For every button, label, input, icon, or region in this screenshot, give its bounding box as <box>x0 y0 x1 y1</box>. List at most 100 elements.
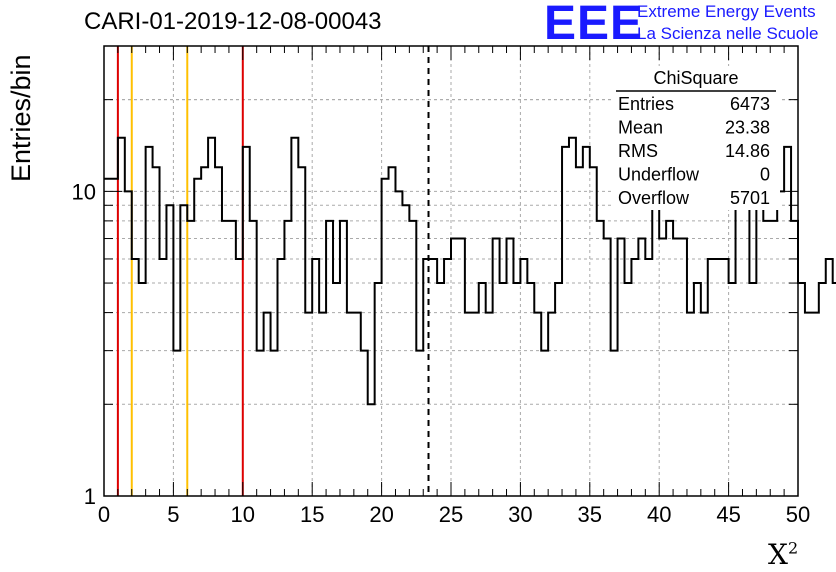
histogram-bin <box>548 313 555 496</box>
x-tick-label: 50 <box>786 502 810 527</box>
histogram-bin <box>402 205 409 496</box>
histogram-bin <box>486 313 493 496</box>
histogram-bin <box>305 313 312 496</box>
histogram-bin <box>451 239 458 496</box>
histogram-bin <box>430 259 437 496</box>
histogram-bin <box>472 313 479 496</box>
histogram-bin <box>354 313 361 496</box>
stats-box-background <box>612 66 780 210</box>
eee-logo-line2: La Scienza nelle Scuole <box>637 24 819 43</box>
histogram-bin <box>715 259 722 496</box>
histogram-bin <box>694 283 701 496</box>
stats-box-title: ChiSquare <box>653 68 738 88</box>
histogram-bin <box>604 239 611 496</box>
histogram-bin <box>257 351 264 496</box>
histogram-bin <box>513 283 520 496</box>
x-tick-label: 0 <box>98 502 110 527</box>
histogram-bin <box>465 313 472 496</box>
x-tick-label: 20 <box>369 502 393 527</box>
histogram-bin <box>243 147 250 496</box>
histogram-bin <box>659 239 666 496</box>
histogram-bin <box>798 283 805 496</box>
x-tick-label: 35 <box>578 502 602 527</box>
y-tick-label: 10 <box>72 179 96 204</box>
histogram-bin <box>271 351 278 496</box>
histogram-bin <box>458 239 465 496</box>
x-tick-label: 25 <box>439 502 463 527</box>
histogram-bin <box>264 313 271 496</box>
histogram-bin <box>645 259 652 496</box>
stats-row-value: 6473 <box>730 94 770 114</box>
histogram-bin <box>652 205 659 496</box>
histogram-bin <box>444 259 451 496</box>
histogram-bin <box>493 239 500 496</box>
x-tick-label: 45 <box>716 502 740 527</box>
histogram-bin <box>631 259 638 496</box>
histogram-bin <box>638 239 645 496</box>
histogram-bin <box>208 138 215 496</box>
histogram-bin <box>541 351 548 496</box>
histogram-bin <box>153 167 160 496</box>
histogram-bin <box>291 138 298 496</box>
histogram-bin <box>173 351 180 496</box>
histogram-bin <box>756 179 763 496</box>
histogram-bin <box>680 239 687 496</box>
histogram-bin <box>791 221 798 496</box>
histogram-bin <box>437 283 444 496</box>
histogram-bin <box>375 283 382 496</box>
histogram-bin <box>507 239 514 496</box>
histogram-bin <box>562 147 569 496</box>
histogram-bin <box>500 283 507 496</box>
histogram-bin <box>236 259 243 496</box>
histogram-bin <box>736 191 743 496</box>
histogram-bin <box>520 259 527 496</box>
histogram-bin <box>777 191 784 496</box>
x-axis-label: X2 <box>768 538 798 571</box>
histogram-bin <box>187 221 194 496</box>
histogram-bin <box>382 179 389 496</box>
y-tick-label: 1 <box>84 484 96 509</box>
stats-row-label: Underflow <box>618 165 700 185</box>
histogram-bin <box>333 283 340 496</box>
histogram-bin <box>749 283 756 496</box>
stats-row-value: 14.86 <box>725 141 770 161</box>
x-tick-label: 30 <box>508 502 532 527</box>
histogram-bin <box>666 221 673 496</box>
histogram-bin <box>312 259 319 496</box>
histogram-bin <box>250 221 257 496</box>
stats-row-label: RMS <box>618 141 658 161</box>
histogram-bin <box>229 221 236 496</box>
plot-title: CARI-01-2019-12-08-00043 <box>84 8 382 35</box>
histogram-outline <box>104 112 836 406</box>
histogram-bin <box>132 259 139 496</box>
histogram-bin <box>770 221 777 496</box>
histogram-bin <box>284 221 291 496</box>
histogram-bin <box>569 138 576 496</box>
x-tick-label: 15 <box>300 502 324 527</box>
stats-row-value: 5701 <box>730 188 770 208</box>
x-axis-label-superscript: 2 <box>787 538 799 558</box>
histogram-bin <box>784 147 791 496</box>
histogram-bin <box>319 313 326 496</box>
histogram-bin <box>527 283 534 496</box>
histogram-bin <box>160 259 167 496</box>
histogram-bin <box>389 167 396 496</box>
axis-layer: 0 5 10 15 20 25 30 35 40 45 50 1 10 <box>72 45 810 527</box>
histogram-bin <box>826 259 833 496</box>
histogram-bin <box>625 283 632 496</box>
eee-logo: EEE <box>544 0 644 50</box>
histogram-bin <box>722 259 729 496</box>
histogram-bin <box>125 191 132 496</box>
histogram-bin <box>194 179 201 496</box>
vertical-lines-layer <box>116 46 430 496</box>
stats-row-label: Overflow <box>618 188 690 208</box>
histogram-bin <box>278 259 285 496</box>
histogram-bin <box>763 221 770 496</box>
stats-box: ChiSquare Entries 6473 Mean 23.38 RMS 14.86 Und… <box>612 66 780 210</box>
histogram-bin <box>423 259 430 496</box>
histogram-bin <box>583 147 590 496</box>
histogram-bin <box>812 313 819 496</box>
histogram-bin <box>597 221 604 496</box>
histogram-bin <box>104 179 111 496</box>
histogram-bin <box>361 351 368 496</box>
